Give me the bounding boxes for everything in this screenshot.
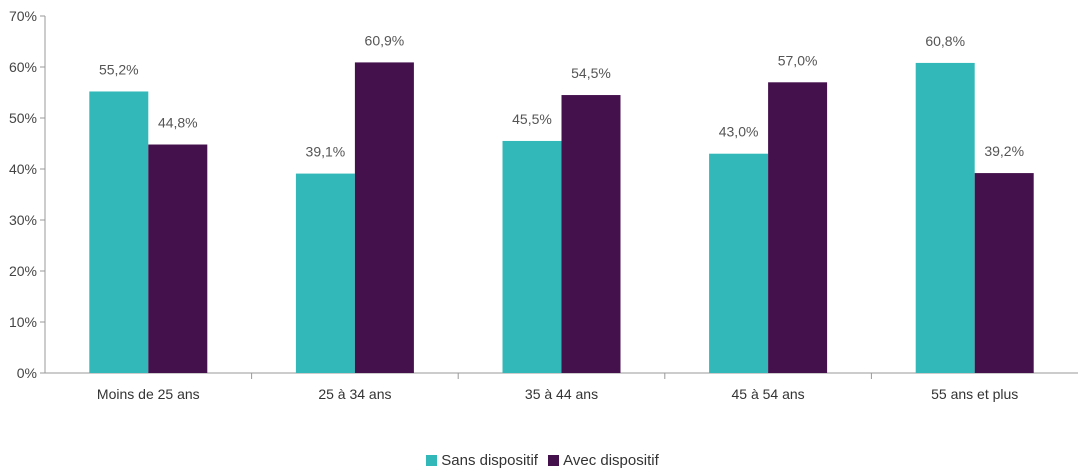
legend-label-avec-dispositif: Avec dispositif: [563, 452, 659, 469]
bar-avec-dispositif: [561, 95, 621, 374]
y-tick-label: 0%: [17, 365, 37, 381]
bar-avec-dispositif: [354, 62, 414, 373]
y-tick-label: 40%: [9, 161, 37, 177]
data-label: 57,0%: [778, 52, 818, 68]
data-label: 39,2%: [984, 143, 1024, 159]
y-tick-label: 30%: [9, 212, 37, 228]
data-label: 54,5%: [571, 65, 611, 81]
bar-sans-dispositif: [502, 140, 562, 373]
x-category-label: 35 à 44 ans: [525, 386, 598, 402]
y-tick-label: 50%: [9, 110, 37, 126]
legend-item-sans-dispositif: Sans dispositif: [426, 452, 538, 469]
y-tick-label: 60%: [9, 59, 37, 75]
x-category-label: 45 à 54 ans: [732, 386, 805, 402]
data-label: 44,8%: [158, 115, 198, 131]
legend: Sans dispositif Avec dispositif: [0, 452, 1085, 470]
bar-sans-dispositif: [915, 62, 975, 374]
data-label: 55,2%: [99, 61, 139, 77]
legend-label-sans-dispositif: Sans dispositif: [441, 452, 538, 469]
data-label: 39,1%: [306, 144, 346, 160]
bar-sans-dispositif: [295, 173, 355, 373]
bar-sans-dispositif: [709, 153, 769, 373]
y-tick-label: 10%: [9, 314, 37, 330]
legend-item-avec-dispositif: Avec dispositif: [548, 452, 659, 469]
data-label: 60,9%: [365, 32, 405, 48]
bar-sans-dispositif: [89, 91, 149, 373]
x-category-label: Moins de 25 ans: [97, 386, 200, 402]
bar-avec-dispositif: [768, 82, 828, 374]
data-label: 45,5%: [512, 111, 552, 127]
bar-avec-dispositif: [974, 173, 1034, 373]
bar-avec-dispositif: [148, 144, 208, 373]
legend-swatch-sans-dispositif: [426, 455, 438, 466]
data-label: 60,8%: [925, 33, 965, 49]
y-tick-label: 20%: [9, 263, 37, 279]
data-label: 43,0%: [719, 124, 759, 140]
x-category-label: 25 à 34 ans: [318, 386, 391, 402]
x-category-label: 55 ans et plus: [931, 386, 1018, 402]
legend-swatch-avec-dispositif: [548, 455, 560, 466]
bar-chart: 0% 10% 20% 30% 40% 50% 60% 70% 55,2% 44,8% Moins d…: [9, 8, 1078, 402]
y-tick-label: 70%: [9, 8, 37, 24]
